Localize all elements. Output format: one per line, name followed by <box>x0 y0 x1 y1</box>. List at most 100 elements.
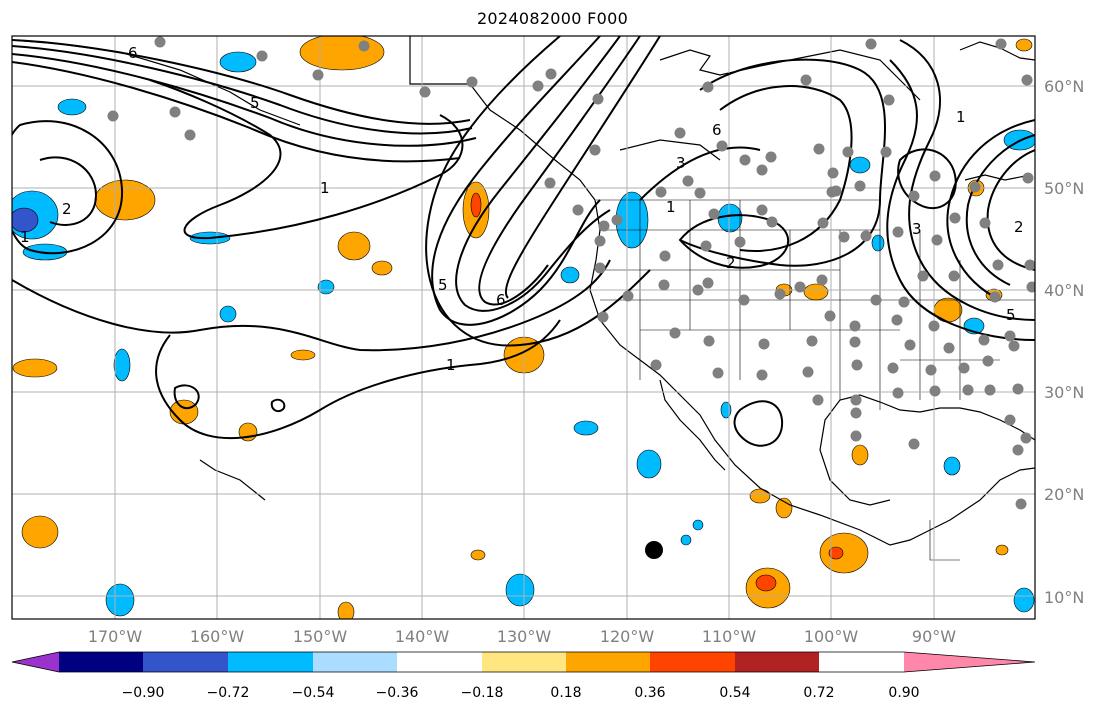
station-marker <box>830 185 842 197</box>
station-marker <box>891 314 903 326</box>
station-marker <box>611 214 623 226</box>
station-marker <box>851 359 863 371</box>
station-marker <box>865 38 877 50</box>
station-marker <box>860 230 872 242</box>
colorbar-segment <box>650 652 735 672</box>
station-marker <box>838 231 850 243</box>
station-marker <box>756 369 768 381</box>
station-marker <box>802 366 814 378</box>
contour-label: 5 <box>438 276 448 294</box>
station-marker <box>594 262 606 274</box>
station-marker <box>982 355 994 367</box>
colorbar-tick-label: 0.72 <box>803 685 834 701</box>
colorbar-segment <box>397 652 482 672</box>
colorbar-segment <box>735 652 819 672</box>
station-marker <box>532 80 544 92</box>
colorbar-tick-label: 0.90 <box>888 685 919 701</box>
station-marker <box>650 359 662 371</box>
station-marker <box>622 290 634 302</box>
colorbar-tick-label: 0.36 <box>634 685 665 701</box>
station-marker <box>992 259 1004 271</box>
colorbar-tick-label: −0.72 <box>207 685 250 701</box>
lon-label: 130°W <box>497 627 552 646</box>
station-marker <box>817 217 829 229</box>
station-marker <box>1021 74 1033 86</box>
station-marker <box>589 144 601 156</box>
station-marker <box>703 335 715 347</box>
station-marker <box>1008 340 1020 352</box>
station-marker <box>904 339 916 351</box>
station-marker <box>692 284 704 296</box>
station-marker <box>169 106 181 118</box>
station-marker <box>880 146 892 158</box>
station-marker <box>949 212 961 224</box>
station-marker <box>739 154 751 166</box>
station-marker <box>682 175 694 187</box>
lon-label: 90°W <box>912 627 956 646</box>
station-marker <box>738 294 750 306</box>
contour-layer <box>12 36 1035 447</box>
station-marker <box>756 164 768 176</box>
station-marker <box>107 110 119 122</box>
station-marker <box>816 274 828 286</box>
station-marker <box>702 277 714 289</box>
station-marker <box>925 364 937 376</box>
colorbar-tick-labels: −0.90 −0.72 −0.54 −0.36 −0.18 0.18 0.36 … <box>122 685 920 701</box>
station-marker <box>702 81 714 93</box>
colorbar-segment <box>482 652 566 672</box>
colorbar <box>11 651 1036 673</box>
station-marker <box>758 338 770 350</box>
station-marker <box>812 394 824 406</box>
station-marker <box>892 387 904 399</box>
station-marker <box>958 362 970 374</box>
colorbar-tick-label: −0.18 <box>461 685 504 701</box>
contour-label: 6 <box>712 121 722 139</box>
station-marker <box>1026 281 1035 293</box>
station-marker <box>734 236 746 248</box>
contour-label: 5 <box>1006 306 1016 324</box>
map-frame <box>11 35 1036 620</box>
station-marker <box>1004 414 1016 426</box>
station-marker <box>669 327 681 339</box>
station-marker <box>854 180 866 192</box>
contour-label: 1 <box>20 228 30 246</box>
station-marker <box>594 235 606 247</box>
lon-label: 140°W <box>395 627 450 646</box>
station-marker <box>943 342 955 354</box>
station-marker <box>694 187 706 199</box>
contour-label: 6 <box>496 291 506 309</box>
station-marker <box>850 407 862 419</box>
station-marker <box>898 296 910 308</box>
contour-label: 6 <box>128 44 138 62</box>
station-marker <box>1012 444 1024 456</box>
station-marker <box>849 336 861 348</box>
colorbar-extend-high <box>904 652 1035 672</box>
contour-label: 1 <box>446 356 456 374</box>
colorbar-segment <box>143 652 228 672</box>
station-marker <box>716 140 728 152</box>
station-marker <box>908 190 920 202</box>
lat-label: 40°N <box>1044 281 1084 300</box>
contour-label: 2 <box>62 200 72 218</box>
station-marker <box>712 367 724 379</box>
contour-label: 5 <box>250 94 260 112</box>
colorbar-segment <box>566 652 650 672</box>
station-marker <box>545 68 557 80</box>
station-layer <box>107 36 1035 510</box>
station-marker <box>989 291 1001 303</box>
map-title: 2024082000 F000 <box>476 9 629 28</box>
colorbar-segment <box>228 652 313 672</box>
station-marker <box>984 384 996 396</box>
colorbar-tick-label: −0.36 <box>376 685 419 701</box>
contour-label: 1 <box>666 198 676 216</box>
colorbar-outline <box>11 651 1036 673</box>
graticule <box>12 36 1035 619</box>
lat-label: 50°N <box>1044 179 1084 198</box>
station-marker <box>766 216 778 228</box>
station-marker <box>917 270 929 282</box>
station-marker <box>358 40 370 52</box>
station-marker <box>931 234 943 246</box>
colorbar-tick-label: −0.54 <box>292 685 335 701</box>
station-marker <box>842 146 854 158</box>
station-marker <box>1022 172 1034 184</box>
